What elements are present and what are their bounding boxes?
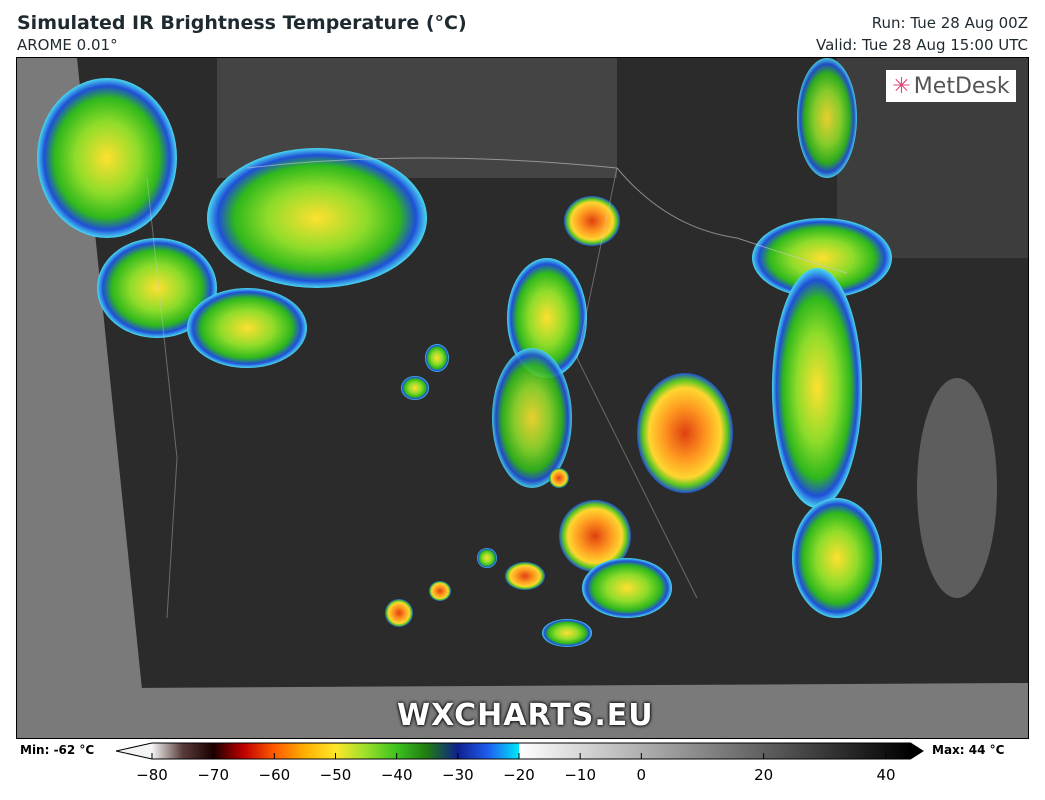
metdesk-star-icon: ✳ [892,73,911,99]
storm-cells [37,58,892,647]
colorbar-tick-label: −50 [319,766,352,784]
colorbar-tick-label: −60 [258,766,291,784]
colorbar-tick-label: −80 [136,766,168,784]
out-of-domain-left [17,58,147,738]
colorbar-tick-label: 40 [876,766,896,784]
watermark: WXCHARTS.EU [397,698,654,733]
valid-time: Valid: Tue 28 Aug 15:00 UTC [816,36,1028,54]
min-label: Min: -62 °C [20,743,95,757]
colorbar-tick-label: −10 [564,766,596,784]
model-label: AROME 0.01° [17,36,118,54]
colorbar-tick-label: −70 [197,766,229,784]
out-of-domain-bottom [117,683,1028,738]
metdesk-logo: ✳ MetDesk [886,70,1016,102]
colorbar-tick-label: 20 [754,766,774,784]
colorbar-tick-label: 0 [636,766,647,784]
run-time: Run: Tue 28 Aug 00Z [871,14,1028,32]
colorbar [115,742,924,760]
borders [146,167,698,619]
colorbar-tick-label: −20 [503,766,535,784]
max-label: Max: 44 °C [932,743,1005,757]
map-image [17,58,1028,738]
colorbar-tick-label: −30 [442,766,474,784]
chart-title: Simulated IR Brightness Temperature (°C) [17,12,467,34]
coastline [246,157,848,274]
colorbar-tick-label: −40 [380,766,413,784]
map-panel: ✳ MetDesk WXCHARTS.EU [16,57,1029,739]
